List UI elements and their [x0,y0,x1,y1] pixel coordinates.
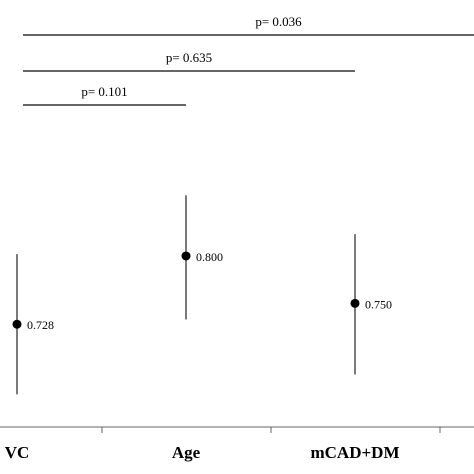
x-tick-label: VC [5,443,30,462]
data-point [350,298,360,308]
data-label: 0.800 [196,250,223,264]
p-value-label: p= 0.036 [255,14,302,29]
data-point [12,319,22,329]
data-label: 0.728 [27,318,54,332]
comparison-brackets: p= 0.101 p= 0.635 p= 0.036 [23,14,474,106]
data-label: 0.750 [365,297,392,311]
x-tick-label: Age [172,443,201,462]
series: 0.728 0.800 0.750 [12,195,392,395]
x-axis: VC Age mCAD+DM [0,426,474,462]
data-point [181,251,191,261]
p-value-label: p= 0.101 [81,84,127,99]
p-value-label: p= 0.635 [166,50,212,65]
x-tick-label: mCAD+DM [310,443,399,462]
